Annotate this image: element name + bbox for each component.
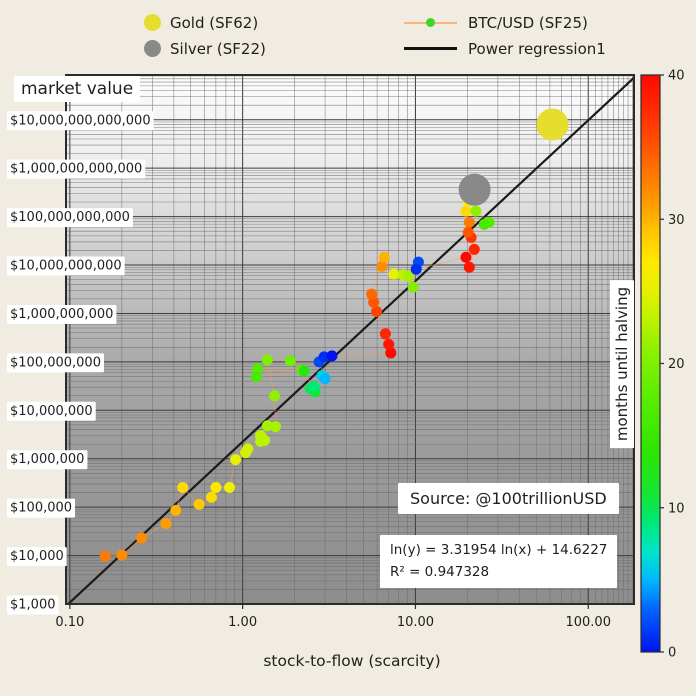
svg-text:0: 0 (668, 646, 676, 661)
colorbar-label: months until halving (610, 279, 634, 449)
svg-text:$1,000,000,000: $1,000,000,000 (10, 307, 113, 322)
regression-legend-line (404, 47, 457, 50)
legend-label-silver: Silver (SF22) (170, 40, 266, 58)
svg-text:$10,000,000: $10,000,000 (10, 404, 93, 419)
svg-text:$100,000: $100,000 (10, 501, 72, 516)
svg-text:$10,000: $10,000 (10, 549, 64, 564)
regression-r2: R² = 0.947328 (390, 563, 490, 580)
gold-legend-marker (144, 14, 161, 31)
source-annotation: Source: @100trillionUSD (398, 483, 619, 514)
svg-text:1.00: 1.00 (228, 615, 257, 630)
svg-text:20: 20 (668, 357, 685, 372)
regression-equation: ln(y) = 3.31954 ln(x) + 14.6227 (390, 542, 608, 558)
svg-text:100.00: 100.00 (565, 615, 611, 630)
svg-text:$10,000,000,000,000: $10,000,000,000,000 (10, 113, 151, 128)
svg-text:10: 10 (668, 501, 685, 516)
svg-text:$100,000,000,000: $100,000,000,000 (10, 210, 130, 225)
legend-label-btc: BTC/USD (SF25) (468, 14, 588, 32)
svg-text:40: 40 (668, 69, 685, 84)
svg-text:$1,000: $1,000 (10, 598, 56, 613)
btc-legend-dot (426, 18, 435, 27)
legend-label-regression: Power regression1 (468, 40, 606, 58)
svg-text:$100,000,000: $100,000,000 (10, 355, 101, 370)
svg-text:$1,000,000,000,000: $1,000,000,000,000 (10, 162, 142, 177)
regression-equation-box: ln(y) = 3.31954 ln(x) + 14.6227 R² = 0.9… (380, 535, 618, 589)
svg-text:$1,000,000: $1,000,000 (10, 452, 84, 467)
svg-text:30: 30 (668, 213, 685, 228)
legend-label-gold: Gold (SF62) (170, 14, 259, 32)
y-axis-title: market value (14, 76, 141, 102)
svg-text:$10,000,000,000: $10,000,000,000 (10, 259, 122, 274)
x-axis-title: stock-to-flow (scarcity) (263, 652, 441, 670)
svg-text:10.00: 10.00 (397, 615, 434, 630)
svg-text:0.10: 0.10 (55, 615, 84, 630)
silver-legend-marker (144, 40, 161, 57)
